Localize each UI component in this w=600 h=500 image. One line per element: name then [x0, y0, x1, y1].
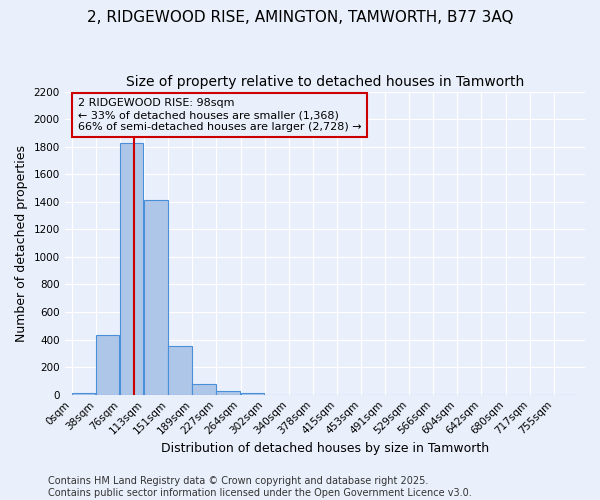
- Text: 2, RIDGEWOOD RISE, AMINGTON, TAMWORTH, B77 3AQ: 2, RIDGEWOOD RISE, AMINGTON, TAMWORTH, B…: [87, 10, 513, 25]
- Bar: [96, 336, 119, 394]
- X-axis label: Distribution of detached houses by size in Tamworth: Distribution of detached houses by size …: [161, 442, 489, 455]
- Bar: [217, 390, 240, 394]
- Bar: [144, 200, 167, 394]
- Text: Contains HM Land Registry data © Crown copyright and database right 2025.
Contai: Contains HM Land Registry data © Crown c…: [48, 476, 472, 498]
- Bar: [168, 346, 191, 395]
- Title: Size of property relative to detached houses in Tamworth: Size of property relative to detached ho…: [126, 75, 524, 89]
- Bar: [193, 384, 216, 394]
- Bar: [120, 142, 143, 394]
- Text: 2 RIDGEWOOD RISE: 98sqm
← 33% of detached houses are smaller (1,368)
66% of semi: 2 RIDGEWOOD RISE: 98sqm ← 33% of detache…: [78, 98, 362, 132]
- Bar: [241, 392, 264, 394]
- Y-axis label: Number of detached properties: Number of detached properties: [15, 144, 28, 342]
